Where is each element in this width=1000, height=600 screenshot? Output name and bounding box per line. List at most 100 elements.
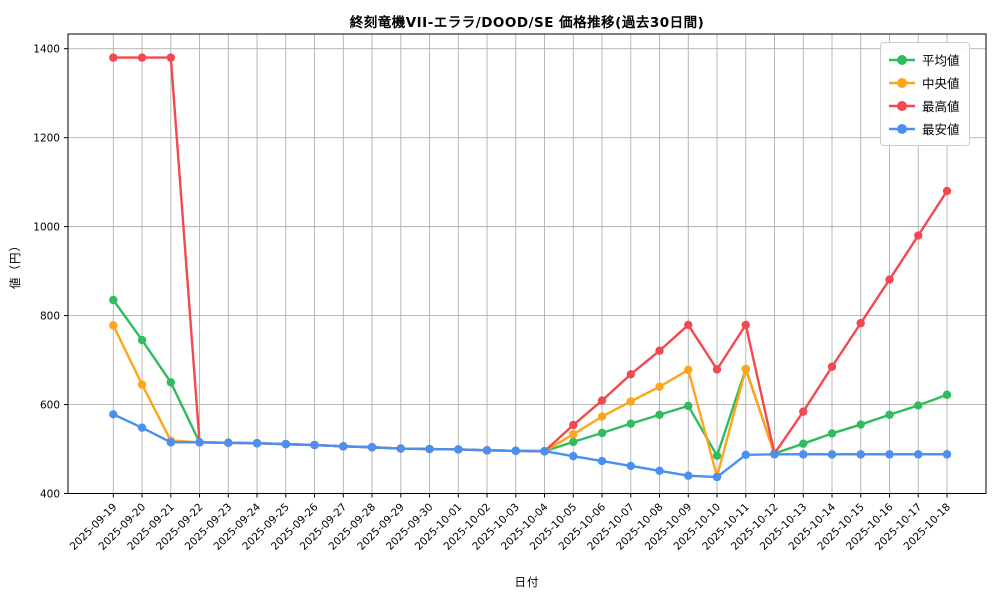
series-line-highest	[112, 56, 949, 455]
data-point-median	[741, 364, 750, 374]
data-point-highest	[137, 53, 147, 62]
data-point-lowest	[626, 461, 635, 471]
data-point-lowest	[166, 438, 175, 447]
data-point-average	[166, 378, 175, 387]
data-point-highest	[885, 275, 894, 284]
data-point-highest	[655, 346, 664, 355]
legend-label-median: 中央値	[922, 76, 960, 91]
data-point-lowest	[454, 445, 463, 454]
data-point-average	[942, 390, 952, 399]
data-point-lowest	[569, 451, 578, 461]
data-point-lowest	[109, 410, 118, 419]
y-axis-ticks: 400 600 800 1000 1200 1400	[33, 44, 68, 500]
data-point-lowest	[137, 423, 147, 432]
data-point-median	[109, 321, 118, 330]
data-point-lowest	[942, 450, 952, 459]
data-point-median	[569, 430, 578, 439]
data-point-lowest	[425, 444, 434, 454]
y-axis-label: 値（円）	[8, 239, 22, 289]
legend-label-average: 平均値	[922, 53, 960, 68]
data-point-lowest	[770, 450, 779, 459]
data-point-highest	[799, 407, 808, 416]
data-point-lowest	[511, 446, 520, 455]
data-point-lowest	[827, 450, 837, 459]
data-point-highest	[597, 396, 607, 405]
data-point-lowest	[367, 443, 377, 452]
legend-marker-lowest	[889, 123, 915, 134]
legend: 平均値中央値最高値最安値	[880, 42, 970, 146]
axes-frame	[67, 33, 987, 494]
legend-marker-median	[889, 77, 915, 88]
legend-marker-average	[889, 54, 915, 65]
data-point-median	[655, 382, 664, 391]
series-line-average	[112, 298, 949, 457]
data-point-highest	[109, 53, 118, 62]
series-highest	[109, 53, 952, 458]
data-point-average	[597, 428, 607, 438]
y-tick-label: 600	[40, 399, 60, 411]
legend-item-lowest: 最安値	[889, 117, 960, 140]
data-point-lowest	[224, 438, 233, 447]
data-point-lowest	[310, 440, 319, 450]
data-point-highest	[166, 53, 175, 62]
legend-item-median: 中央値	[889, 71, 960, 94]
y-tick-label: 400	[40, 488, 60, 500]
data-point-lowest	[540, 447, 549, 456]
data-point-lowest	[252, 439, 262, 448]
data-point-lowest	[396, 444, 405, 453]
data-point-average	[914, 401, 923, 410]
grid-lines	[68, 34, 986, 494]
data-point-average	[109, 295, 118, 305]
data-point-highest	[712, 365, 722, 374]
data-point-lowest	[482, 446, 492, 455]
legend-item-highest: 最高値	[889, 94, 960, 117]
data-point-median	[684, 365, 693, 375]
data-point-average	[569, 437, 578, 447]
data-point-average	[799, 439, 808, 448]
data-point-lowest	[684, 471, 693, 480]
data-point-average	[655, 410, 664, 419]
data-point-highest	[856, 318, 865, 328]
y-tick-label: 800	[40, 310, 60, 322]
series-median	[109, 321, 952, 481]
data-point-highest	[569, 420, 578, 430]
data-point-lowest	[655, 466, 664, 476]
data-point-highest	[942, 186, 952, 196]
chart-title: 終刻竜機VII-エララ/DOOD/SE 価格推移(過去30日間)	[349, 15, 705, 31]
legend-label-lowest: 最安値	[922, 122, 960, 137]
data-point-average	[137, 335, 147, 345]
legend-marker-highest	[889, 100, 915, 111]
data-point-average	[712, 451, 722, 460]
data-point-average	[885, 410, 894, 419]
data-point-lowest	[914, 450, 923, 459]
data-point-average	[626, 419, 635, 428]
data-point-lowest	[741, 450, 750, 460]
data-point-lowest	[195, 438, 204, 447]
data-point-average	[684, 401, 693, 411]
data-point-average	[856, 420, 865, 429]
data-point-highest	[626, 370, 635, 379]
data-point-lowest	[856, 450, 865, 459]
x-axis-ticks: 2025-09-192025-09-202025-09-212025-09-22…	[68, 493, 953, 553]
data-point-highest	[741, 320, 750, 330]
data-point-lowest	[799, 450, 808, 459]
legend-label-highest: 最高値	[922, 99, 960, 114]
data-point-lowest	[885, 450, 894, 459]
data-point-median	[137, 380, 147, 389]
data-point-median	[626, 397, 635, 406]
x-axis-label: 日付	[514, 575, 540, 589]
data-point-highest	[914, 231, 923, 240]
series-lowest	[109, 410, 952, 482]
series-line-lowest	[112, 413, 949, 479]
data-point-highest	[684, 320, 693, 330]
data-point-lowest	[597, 456, 607, 466]
y-tick-label: 1200	[33, 132, 60, 144]
y-tick-label: 1400	[33, 44, 60, 56]
data-point-median	[597, 412, 607, 421]
data-point-lowest	[712, 472, 722, 482]
data-point-lowest	[339, 442, 348, 451]
data-point-lowest	[281, 439, 290, 449]
y-tick-label: 1000	[33, 221, 60, 233]
